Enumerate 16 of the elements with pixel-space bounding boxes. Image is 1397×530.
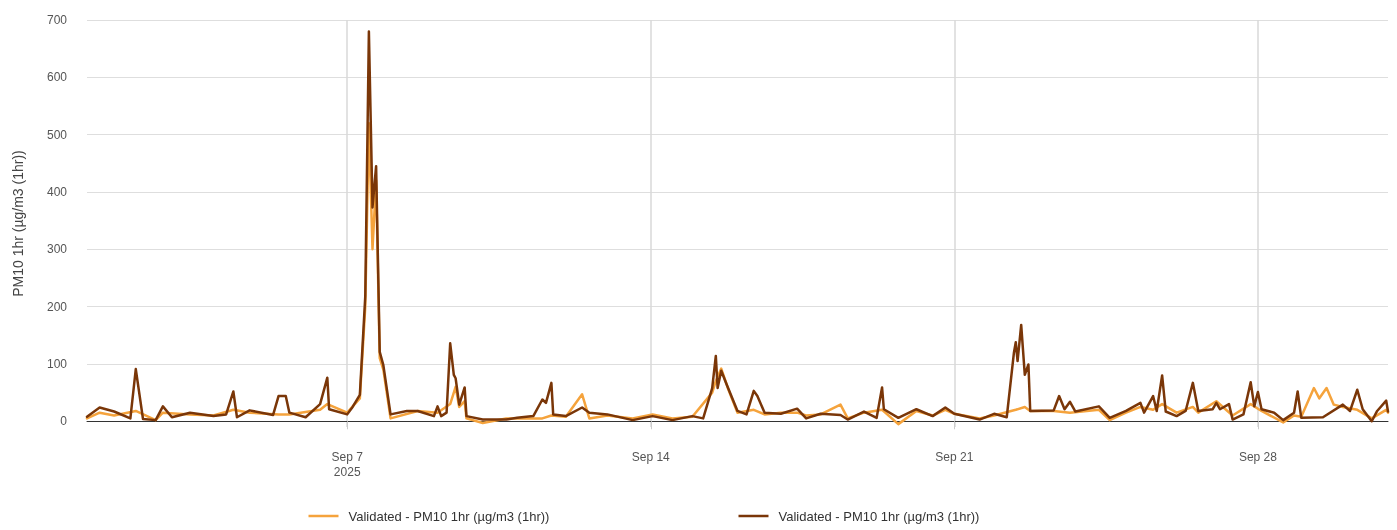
line-series: [85, 30, 1390, 423]
y-tick-label: 700: [46, 13, 68, 27]
y-axis-title: PM10 1hr (µg/m3 (1hr)): [10, 150, 26, 297]
y-tick-label: 400: [46, 184, 68, 199]
y-tick-label: 600: [46, 70, 68, 85]
legend-label: Validated - PM10 1hr (µg/m3 (1hr)): [778, 508, 980, 524]
x-tick-label: Sep 7 2025: [331, 449, 364, 479]
y-tick-label: 500: [46, 127, 68, 142]
y-tick-label: 100: [46, 356, 68, 371]
y-tick-label: 200: [46, 299, 68, 314]
y-tick-label: 0: [60, 414, 68, 429]
legend-label: Validated - PM10 1hr (µg/m3 (1hr)): [348, 508, 550, 524]
x-tick-label: Sep 14: [631, 449, 671, 464]
y-tick-label: 300: [46, 242, 68, 257]
x-tick-label: Sep 21: [935, 449, 974, 464]
x-tick-label: Sep 28: [1238, 449, 1278, 464]
